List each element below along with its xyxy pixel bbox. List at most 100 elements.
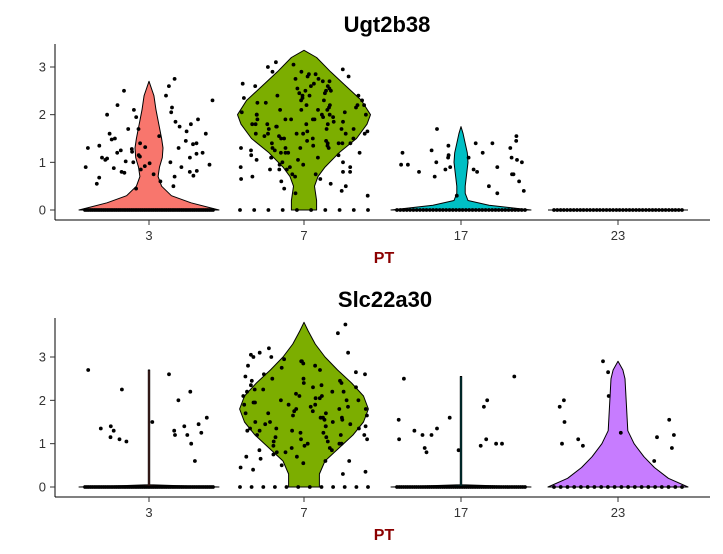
data-point	[397, 437, 401, 442]
data-point	[239, 110, 244, 115]
data-point	[242, 402, 247, 407]
data-point	[330, 420, 335, 424]
data-point	[351, 208, 356, 212]
data-point	[94, 181, 99, 186]
data-point	[346, 350, 350, 355]
data-point	[360, 98, 364, 103]
data-point	[513, 208, 518, 212]
data-point	[399, 162, 403, 167]
data-point	[250, 122, 255, 127]
data-point	[196, 117, 200, 122]
data-point	[339, 381, 344, 385]
data-point	[307, 485, 312, 489]
data-point	[404, 208, 409, 212]
data-point	[295, 454, 299, 459]
data-point	[301, 162, 306, 167]
data-point	[585, 485, 590, 489]
data-point	[313, 172, 318, 177]
data-point	[167, 372, 171, 377]
data-point	[109, 137, 114, 142]
data-point	[318, 415, 323, 420]
data-point	[406, 162, 410, 167]
data-point	[238, 208, 242, 212]
data-point	[521, 189, 526, 193]
data-point	[322, 98, 326, 103]
y-tick-label: 1	[39, 155, 46, 170]
x-ticks: 3 7 17 23	[145, 497, 625, 520]
x-tick-label: 23	[611, 505, 625, 520]
y-tick-label: 0	[39, 203, 46, 218]
data-point	[324, 435, 329, 440]
data-point	[168, 160, 173, 165]
data-point	[606, 485, 610, 489]
data-point	[319, 383, 324, 388]
data-point	[293, 191, 298, 196]
data-point	[118, 148, 123, 153]
data-point	[211, 208, 215, 212]
data-point	[294, 131, 299, 136]
data-point	[561, 208, 566, 212]
data-point	[411, 208, 416, 212]
data-point	[341, 170, 345, 174]
data-point	[337, 407, 342, 411]
data-point	[520, 160, 524, 165]
data-point	[557, 404, 562, 409]
data-point	[581, 443, 585, 448]
data-point	[673, 485, 678, 489]
data-point	[188, 155, 192, 160]
data-point	[667, 208, 671, 212]
data-point	[283, 150, 288, 155]
data-point	[272, 148, 277, 153]
data-point	[255, 117, 260, 122]
data-point	[431, 208, 435, 212]
data-point	[122, 88, 126, 93]
data-point	[250, 174, 255, 179]
y-tick-label: 3	[39, 60, 46, 75]
data-point	[252, 387, 257, 392]
data-point	[348, 141, 353, 146]
data-point	[366, 485, 370, 489]
data-point	[621, 208, 625, 212]
data-point	[494, 441, 498, 446]
data-point	[295, 86, 300, 91]
data-point	[348, 165, 353, 170]
data-point	[339, 127, 344, 131]
data-point	[422, 446, 427, 450]
data-point	[495, 165, 500, 170]
data-point	[483, 208, 488, 212]
data-point	[670, 208, 675, 212]
data-point	[252, 208, 257, 212]
data-point	[267, 346, 271, 351]
data-point	[511, 172, 516, 177]
data-point	[194, 151, 199, 156]
data-point	[670, 446, 674, 450]
data-point	[251, 467, 256, 472]
data-point	[120, 387, 124, 392]
data-point	[188, 389, 193, 394]
x-tick-label: 23	[611, 228, 625, 243]
data-point	[336, 331, 340, 336]
data-point	[274, 124, 279, 129]
data-point	[277, 134, 281, 139]
data-point	[304, 103, 309, 107]
data-point	[254, 158, 259, 162]
data-point	[271, 452, 276, 457]
data-point	[342, 110, 347, 115]
data-point	[117, 437, 122, 442]
data-point	[434, 208, 439, 212]
data-point	[249, 383, 253, 388]
data-point	[98, 426, 103, 431]
x-tick-label: 3	[145, 228, 152, 243]
data-point	[434, 160, 439, 165]
data-point	[265, 122, 270, 127]
data-point	[271, 439, 276, 444]
data-point	[365, 129, 370, 134]
data-point	[607, 208, 612, 212]
data-point	[578, 208, 583, 212]
data-point	[313, 396, 318, 401]
data-point	[262, 372, 266, 377]
data-point	[249, 485, 254, 489]
data-point	[305, 441, 310, 446]
data-point	[650, 208, 655, 212]
